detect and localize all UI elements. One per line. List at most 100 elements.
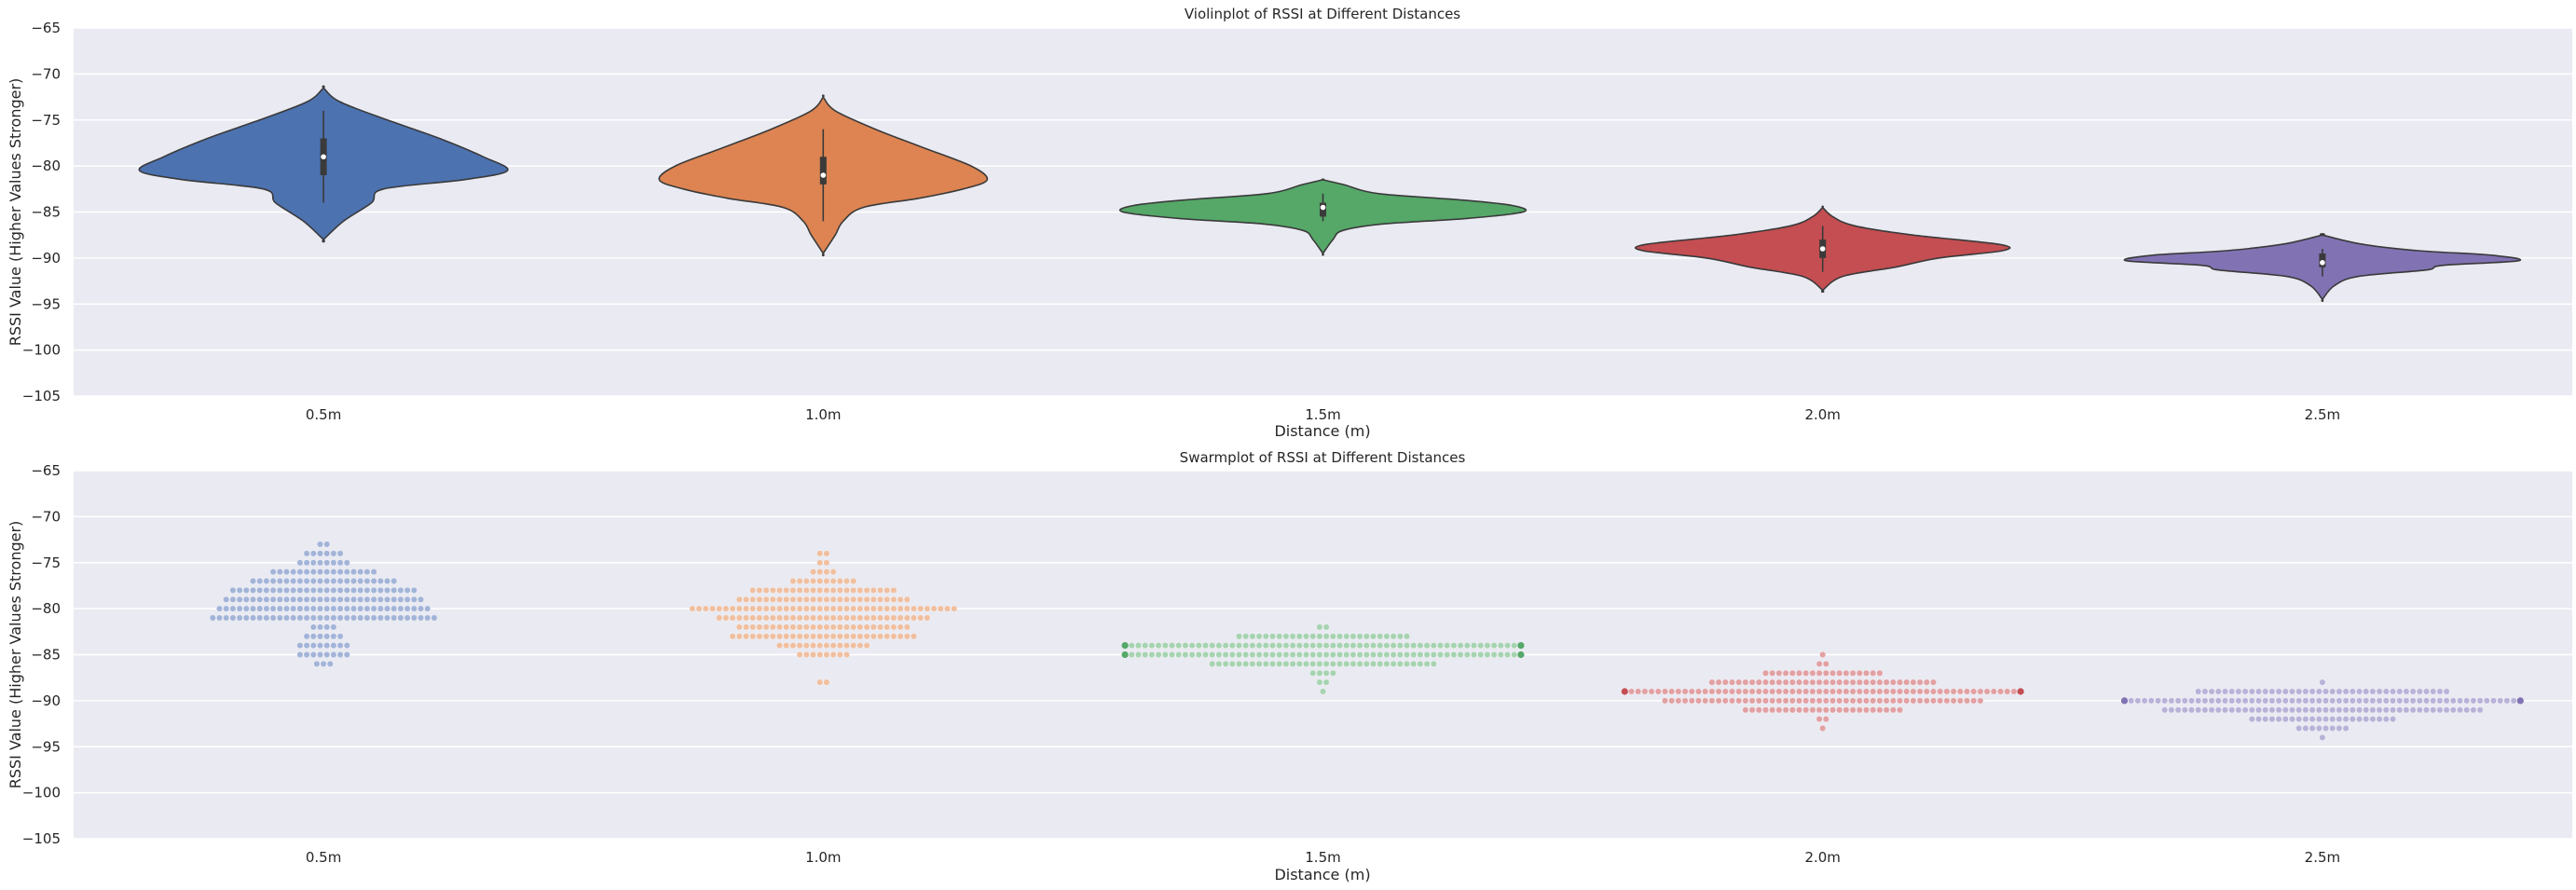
swarm-point	[2423, 697, 2430, 705]
swarm-point	[283, 568, 290, 575]
swarm-point	[2309, 697, 2316, 705]
swarm-point	[1788, 697, 1796, 705]
swarm-point	[1956, 688, 1964, 695]
swarm-point	[2416, 697, 2423, 705]
swarm-point	[1155, 642, 1162, 649]
swarm-point	[1148, 642, 1156, 649]
swarm-point	[1849, 706, 1857, 714]
swarm-point	[749, 633, 757, 640]
swarm-point	[1856, 697, 1863, 705]
swarm-point	[2416, 706, 2423, 714]
swarm-point	[1755, 688, 1762, 695]
swarm-point	[1316, 642, 1323, 649]
swarm-point	[1983, 688, 1991, 695]
swarm-point	[1883, 678, 1890, 686]
swarm-point	[276, 605, 283, 612]
swarm-point	[1735, 678, 1743, 686]
swarm-point	[735, 623, 743, 631]
swarm-point	[2181, 697, 2188, 705]
swarm-point	[1202, 642, 1209, 649]
swarm-point	[877, 605, 884, 612]
swarm-point	[802, 596, 810, 603]
swarm-point	[336, 642, 344, 649]
swarm-point	[377, 596, 384, 603]
swarm-point	[2255, 706, 2262, 714]
swarm-point	[729, 614, 736, 622]
swarm-point	[2403, 697, 2410, 705]
swarm-point	[856, 642, 864, 649]
swarm-point	[1802, 697, 1810, 705]
swarm-point	[2319, 678, 2326, 686]
swarm-point	[296, 614, 304, 622]
swarm-point	[856, 605, 864, 612]
swarm-point	[2430, 697, 2437, 705]
swarm-point	[2302, 697, 2309, 705]
swarm-point	[309, 578, 317, 584]
swarm-point	[391, 614, 398, 622]
swarm-point	[1829, 688, 1836, 695]
swarm-point	[877, 587, 884, 594]
y-tick-label: −100	[22, 785, 61, 801]
swarm-point	[309, 596, 317, 603]
swarm-point	[884, 614, 891, 622]
swarm-point	[2423, 688, 2430, 695]
swarm-point	[229, 605, 237, 612]
swarm-point	[370, 605, 377, 612]
swarm-point	[263, 578, 270, 584]
swarm-point	[1668, 697, 1676, 705]
swarm-point	[1370, 661, 1377, 667]
swarm-point	[1836, 678, 1843, 686]
swarm-point	[317, 596, 323, 603]
swarm-point	[1390, 633, 1397, 640]
swarm-point	[384, 587, 391, 594]
swarm-point	[1142, 642, 1149, 649]
swarm-point	[1910, 697, 1917, 705]
swarm-point	[1843, 697, 1850, 705]
swarm-point	[1309, 661, 1317, 667]
swarm-point	[1809, 706, 1816, 714]
swarm-point	[796, 651, 803, 658]
swarm-point	[357, 605, 364, 612]
swarm-point	[2476, 697, 2484, 705]
swarm-point	[1350, 633, 1357, 640]
swarm-point	[1370, 651, 1377, 658]
swarm-point	[1762, 678, 1769, 686]
swarm-point	[1782, 697, 1789, 705]
swarm-point	[843, 614, 850, 622]
y-tick-label: −85	[31, 204, 61, 221]
swarm-point	[2382, 716, 2390, 722]
swarm-point	[903, 596, 911, 603]
swarm-point	[323, 587, 331, 594]
swarm-point	[2363, 697, 2370, 705]
swarm-point	[722, 605, 730, 612]
swarm-point	[309, 559, 317, 567]
swarm-point	[2195, 688, 2202, 695]
swarm-point	[357, 614, 364, 622]
swarm-point	[1404, 642, 1410, 649]
swarm-point	[2295, 688, 2303, 695]
swarm-point	[1843, 688, 1850, 695]
swarm-point	[829, 614, 837, 622]
swarm-point	[330, 578, 337, 584]
swarm-point	[250, 605, 256, 612]
swarm-edge-point	[1621, 688, 1628, 695]
swarm-point	[850, 633, 857, 640]
x-tick-label: 2.5m	[2305, 406, 2340, 423]
swarm-point	[2295, 716, 2303, 722]
swarm-point	[1370, 642, 1377, 649]
swarm-point	[1870, 697, 1877, 705]
swarm-point	[769, 596, 776, 603]
swarm-point	[749, 596, 757, 603]
swarm-point	[2336, 725, 2343, 732]
swarm-point	[2214, 697, 2222, 705]
swarm-point	[1715, 688, 1722, 695]
swarm-point	[1956, 697, 1964, 705]
swarm-point	[1128, 651, 1135, 658]
swarm-point	[843, 623, 850, 631]
swarm-point	[1370, 633, 1377, 640]
swarm-point	[2168, 697, 2175, 705]
swarm-point	[1822, 716, 1829, 722]
swarm-point	[2161, 706, 2169, 714]
swarm-point	[1316, 623, 1323, 631]
swarm-point	[1937, 697, 1944, 705]
